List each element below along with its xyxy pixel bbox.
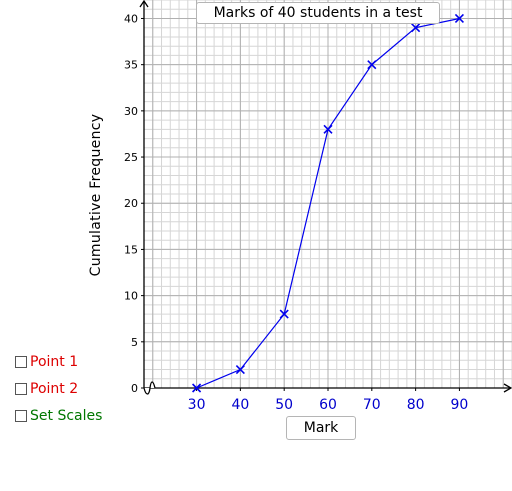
y-tick-label: 10 xyxy=(124,290,138,303)
data-point-marker xyxy=(454,13,464,24)
data-point-marker xyxy=(279,309,289,319)
checkbox-box[interactable] xyxy=(15,409,27,422)
data-point-marker xyxy=(367,60,377,70)
x-tick-label: 50 xyxy=(275,397,293,413)
data-point-marker xyxy=(192,383,202,393)
options-panel: Point 1 Point 2 Set Scales xyxy=(15,348,102,429)
y-tick-label: 35 xyxy=(124,59,138,72)
chart-title: Marks of 40 students in a test xyxy=(196,2,440,24)
x-tick-label: 40 xyxy=(231,397,249,413)
y-tick-label: 0 xyxy=(131,382,138,395)
axis-break-mark xyxy=(143,381,156,395)
data-point-marker xyxy=(323,124,333,134)
point-2-checkbox[interactable]: Point 2 xyxy=(15,375,102,402)
x-tick-label: 70 xyxy=(363,397,381,413)
checkbox-box[interactable] xyxy=(15,382,27,395)
set-scales-checkbox[interactable]: Set Scales xyxy=(15,402,102,429)
checkbox-box[interactable] xyxy=(15,355,27,368)
x-tick-label: 60 xyxy=(319,397,337,413)
point-2-label: Point 2 xyxy=(30,380,79,397)
set-scales-label: Set Scales xyxy=(30,407,103,424)
y-tick-label: 15 xyxy=(124,243,138,256)
y-tick-label: 25 xyxy=(124,151,138,164)
x-tick-label: 30 xyxy=(188,397,206,413)
x-axis-label: Mark xyxy=(286,416,356,440)
x-tick-label: 90 xyxy=(451,397,469,413)
y-tick-label: 40 xyxy=(124,12,138,25)
y-tick-label: 30 xyxy=(124,105,138,118)
point-1-checkbox[interactable]: Point 1 xyxy=(15,348,102,375)
y-tick-label: 20 xyxy=(124,197,138,210)
data-point-marker xyxy=(235,364,245,375)
x-axis-arrow xyxy=(503,383,512,393)
y-axis-label: Cumulative Frequency xyxy=(88,113,104,277)
x-tick-label: 80 xyxy=(407,397,425,413)
point-1-label: Point 1 xyxy=(30,353,79,370)
y-tick-label: 5 xyxy=(131,336,138,349)
y-axis-arrow xyxy=(139,0,149,8)
data-point-marker xyxy=(411,23,421,33)
